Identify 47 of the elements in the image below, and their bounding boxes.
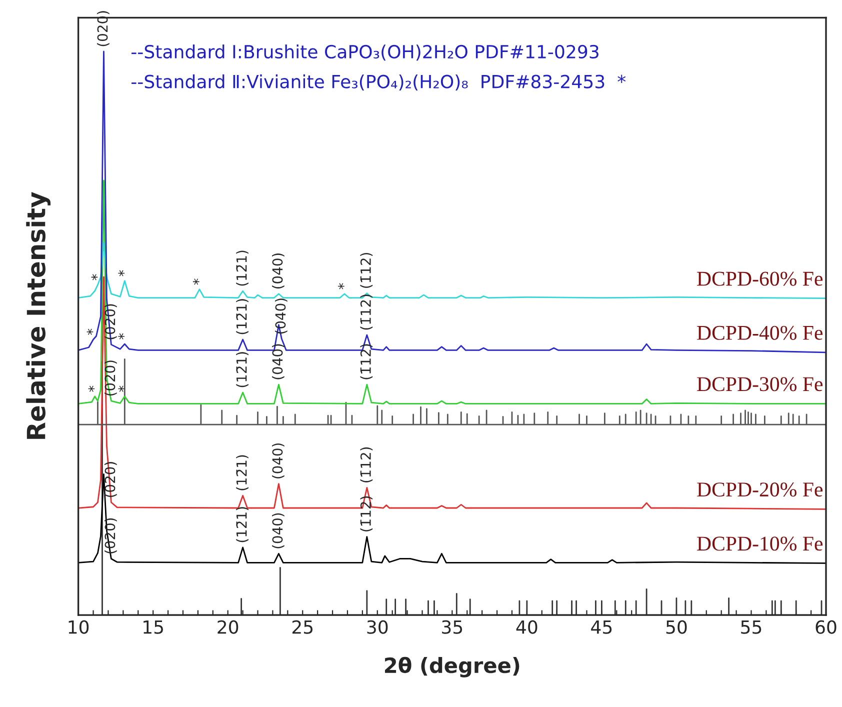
annotation: *: [86, 328, 94, 335]
annotation: (1̄12): [360, 344, 373, 380]
annotation: (040): [274, 298, 288, 334]
series-label: DCPD-10% Fe: [697, 536, 823, 551]
annotation: (020): [104, 304, 117, 340]
x-tick-label: 25: [292, 620, 313, 634]
annotation: (040): [272, 513, 284, 548]
annotation: *: [118, 333, 125, 340]
annotation: (12̄1): [236, 352, 248, 388]
x-tick-label: 15: [144, 620, 163, 634]
annotation: (12̄1): [236, 507, 248, 542]
x-tick-label: 50: [666, 620, 687, 634]
annotation: (12̄1): [236, 455, 248, 490]
x-tick-label: 30: [367, 620, 388, 634]
series-label: DCPD-30% Fe: [697, 377, 823, 392]
annotation: *: [192, 278, 200, 285]
x-tick-label: 20: [218, 620, 238, 634]
x-tick-label: 10: [68, 620, 89, 634]
annotation: (12̄1): [236, 250, 248, 286]
x-tick-label: 45: [591, 620, 612, 634]
x-axis-title: 2θ (degree): [385, 656, 520, 678]
annotation: (1̄12): [360, 252, 373, 288]
x-tick-label: 40: [516, 620, 538, 634]
annotation: (1̄12): [360, 496, 373, 532]
annotation: *: [91, 274, 98, 280]
series-label: DCPD-60% Fe: [697, 272, 823, 286]
annotation: (12̄1): [236, 299, 248, 334]
annotation: (020): [104, 462, 117, 498]
annotation: *: [118, 270, 125, 276]
x-tick-label: 35: [442, 620, 462, 634]
annotation: --Standard Ⅱ:Vivianite Fe₃(PO₄)₂(H₂O)₈ PDF#83-2453 *: [132, 74, 626, 91]
annotation: (040): [272, 344, 284, 380]
annotation: --Standard Ⅰ:Brushite CaPO₃(OH)2H₂O PDF#11-0293: [132, 44, 598, 61]
annotation: *: [88, 386, 95, 392]
series-label: DCPD-20% Fe: [697, 482, 823, 497]
y-axis-title: Relative Intensity: [26, 192, 51, 439]
annotation: (020): [104, 360, 117, 396]
annotation: (020): [104, 518, 117, 554]
x-tick-label: 55: [741, 620, 762, 634]
annotation: (1̄12): [360, 447, 373, 482]
series-label: DCPD-40% Fe: [697, 326, 823, 340]
x-tick-label: 60: [816, 620, 836, 634]
annotation: *: [338, 283, 344, 290]
annotation: (1̄12): [360, 294, 373, 330]
annotation: (040): [272, 443, 284, 478]
annotation: *: [118, 386, 125, 392]
annotation: (040): [272, 254, 284, 288]
